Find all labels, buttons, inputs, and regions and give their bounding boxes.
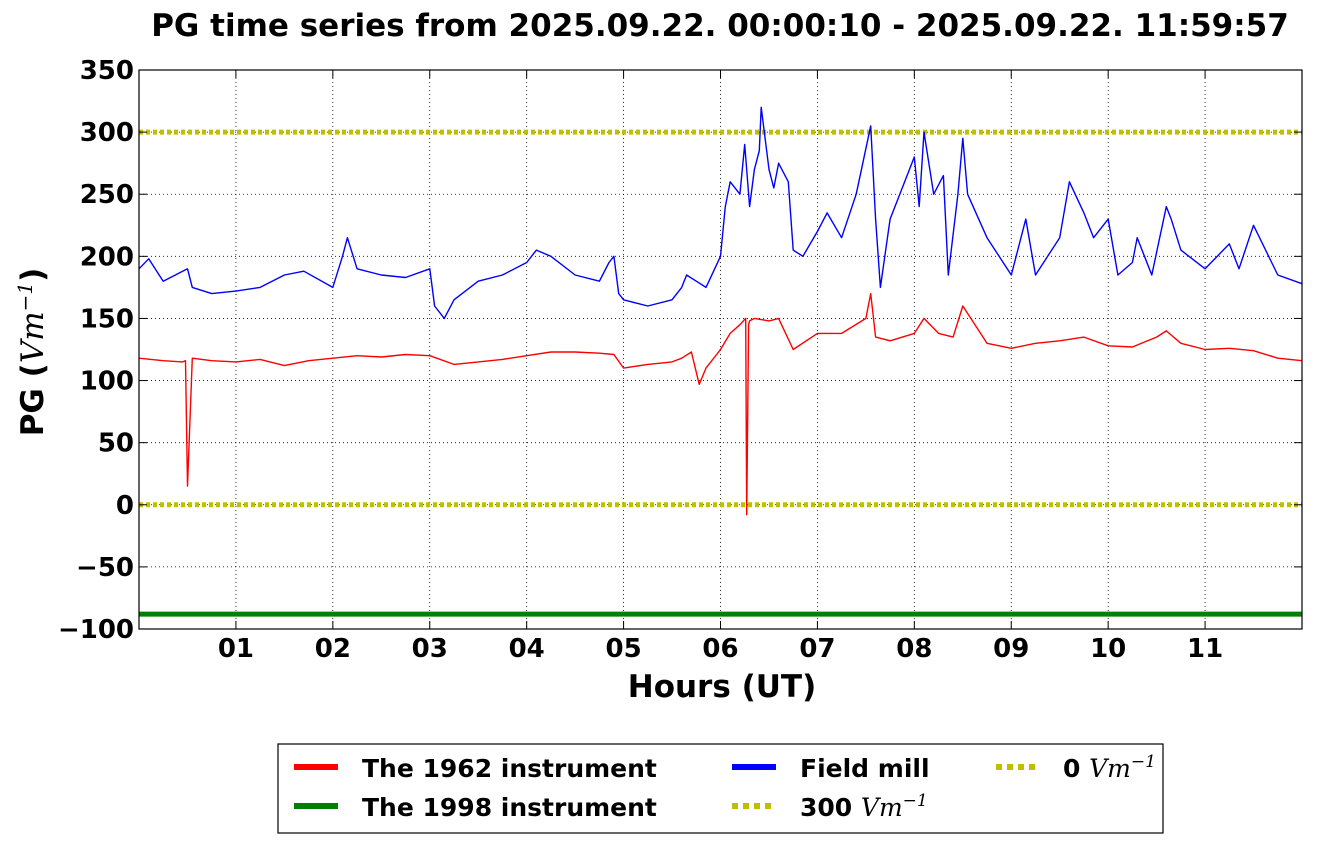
y-tick-label: −50 xyxy=(76,553,134,583)
y-tick-labels: −100 −50 0 50 100 150 200 250 300 350 xyxy=(58,56,134,645)
y-tick-label: 250 xyxy=(80,180,134,210)
x-axis-label: Hours (UT) xyxy=(628,669,817,705)
x-tick-label: 03 xyxy=(412,634,448,664)
x-tick-label: 05 xyxy=(605,634,641,664)
y-axis-label-prefix: PG ( xyxy=(15,363,51,436)
axis-ticks xyxy=(139,69,1302,630)
y-tick-label: 200 xyxy=(80,242,134,272)
legend: The 1962 instrument The 1998 instrument … xyxy=(277,743,1164,834)
x-tick-label: 08 xyxy=(896,634,932,664)
legend-label-1998: The 1998 instrument xyxy=(362,793,657,822)
x-tick-label: 01 xyxy=(218,634,254,664)
x-tick-label: 06 xyxy=(702,634,738,664)
y-tick-label: 50 xyxy=(98,429,134,459)
plot-series xyxy=(138,106,1303,617)
y-axis-label-exp: −1 xyxy=(13,282,37,311)
y-tick-label: 100 xyxy=(80,367,134,397)
legend-label-1962: The 1962 instrument xyxy=(362,754,657,783)
x-tick-label: 07 xyxy=(799,634,835,664)
y-axis-label-suffix: ) xyxy=(15,268,51,282)
y-tick-label: −100 xyxy=(58,615,134,645)
y-axis-label: PG (Vm−1) xyxy=(13,268,51,437)
y-axis-label-unit: Vm xyxy=(15,311,51,363)
x-tick-label: 10 xyxy=(1090,634,1126,664)
series-line-field-mill xyxy=(138,106,1303,320)
series-line-1962-instrument xyxy=(138,292,1303,516)
legend-box xyxy=(277,743,1164,834)
legend-label-field-mill: Field mill xyxy=(800,754,930,783)
y-tick-label: 150 xyxy=(80,304,134,334)
legend-label-0: 0 Vm−1 xyxy=(1063,752,1156,783)
x-tick-label: 04 xyxy=(509,634,545,664)
chart-title: PG time series from 2025.09.22. 00:00:10… xyxy=(151,8,1289,44)
x-tick-labels: 01 02 03 04 05 06 07 08 09 10 11 xyxy=(218,634,1223,664)
y-tick-label: 300 xyxy=(80,118,134,148)
x-tick-label: 11 xyxy=(1187,634,1223,664)
y-tick-label: 350 xyxy=(80,56,134,86)
x-tick-label: 02 xyxy=(315,634,351,664)
y-tick-label: 0 xyxy=(116,491,134,521)
legend-label-300: 300 Vm−1 xyxy=(800,791,928,822)
x-tick-label: 09 xyxy=(993,634,1029,664)
